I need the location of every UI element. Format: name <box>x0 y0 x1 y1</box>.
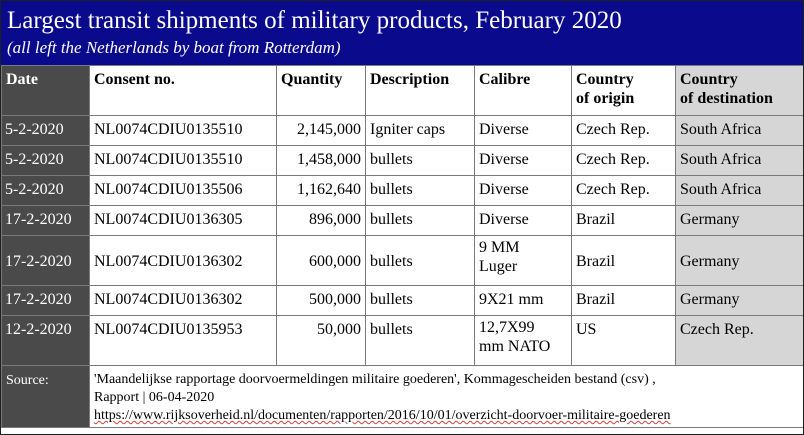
cell-description: bullets <box>365 285 475 316</box>
cell-description: bullets <box>365 315 475 366</box>
source-line1: 'Maandelijkse rapportage doorvoermelding… <box>94 372 656 387</box>
cell-calibre: Diverse <box>474 115 572 146</box>
cell-destination: South Africa <box>675 145 803 176</box>
table-row: 5-2-2020 NL0074CDIU0135510 2,145,000 Ign… <box>1 115 803 146</box>
cell-description: Igniter caps <box>365 115 475 146</box>
cell-quantity: 600,000 <box>276 235 366 286</box>
source-label: Source: <box>1 365 90 428</box>
cell-destination: South Africa <box>675 175 803 206</box>
cell-origin: Czech Rep. <box>571 175 676 206</box>
cell-calibre: Diverse <box>474 205 572 236</box>
source-row: Source: 'Maandelijkse rapportage doorvoe… <box>1 365 803 428</box>
source-link[interactable]: https://www.rijksoverheid.nl/documenten/… <box>94 408 671 423</box>
table-row: 12-2-2020 NL0074CDIU0135953 50,000 bulle… <box>1 315 803 366</box>
cell-quantity: 50,000 <box>276 315 366 366</box>
table-row: 5-2-2020 NL0074CDIU0135506 1,162,640 bul… <box>1 175 803 206</box>
cell-destination: Germany <box>675 235 803 286</box>
source-line2: Rapport | 06-04-2020 <box>94 390 215 405</box>
column-header-consent: Consent no. <box>89 65 277 116</box>
cell-origin: Brazil <box>571 235 676 286</box>
cell-calibre: 12,7X99 mm NATO <box>474 315 572 366</box>
cell-date: 12-2-2020 <box>1 315 90 366</box>
cell-origin: Czech Rep. <box>571 115 676 146</box>
cell-origin: Brazil <box>571 285 676 316</box>
cell-consent: NL0074CDIU0136305 <box>89 205 277 236</box>
column-header-destination-line2: of destination <box>680 90 773 107</box>
cell-quantity: 1,162,640 <box>276 175 366 206</box>
cell-description: bullets <box>365 145 475 176</box>
column-header-description: Description <box>365 65 475 116</box>
column-header-origin: Country of origin <box>571 65 676 116</box>
column-header-origin-line2: of origin <box>576 90 635 107</box>
cell-origin: US <box>571 315 676 366</box>
cell-destination: Czech Rep. <box>675 315 803 366</box>
cell-description: bullets <box>365 235 475 286</box>
page-subtitle: (all left the Netherlands by boat from R… <box>7 38 341 57</box>
cell-calibre-line1: 9 MM <box>479 239 520 256</box>
cell-consent: NL0074CDIU0136302 <box>89 235 277 286</box>
cell-destination: Germany <box>675 205 803 236</box>
table-row: 17-2-2020 NL0074CDIU0136305 896,000 bull… <box>1 205 803 236</box>
column-header-destination-line1: Country <box>680 71 738 88</box>
column-header-date: Date <box>1 65 90 116</box>
column-header-quantity: Quantity <box>276 65 366 116</box>
page-title: Largest transit shipments of military pr… <box>7 7 622 34</box>
cell-date: 5-2-2020 <box>1 115 90 146</box>
cell-consent: NL0074CDIU0135953 <box>89 315 277 366</box>
header-banner: Largest transit shipments of military pr… <box>1 1 803 65</box>
cell-date: 17-2-2020 <box>1 285 90 316</box>
cell-date: 5-2-2020 <box>1 145 90 176</box>
cell-quantity: 896,000 <box>276 205 366 236</box>
cell-calibre-line2: mm NATO <box>479 338 551 355</box>
table-row: 17-2-2020 NL0074CDIU0136302 600,000 bull… <box>1 235 803 286</box>
cell-origin: Brazil <box>571 205 676 236</box>
column-header-calibre: Calibre <box>474 65 572 116</box>
table-header-row: Date Consent no. Quantity Description Ca… <box>1 65 803 116</box>
cell-consent: NL0074CDIU0136302 <box>89 285 277 316</box>
cell-destination: Germany <box>675 285 803 316</box>
cell-date: 17-2-2020 <box>1 235 90 286</box>
cell-description: bullets <box>365 205 475 236</box>
cell-quantity: 2,145,000 <box>276 115 366 146</box>
shipments-table: Date Consent no. Quantity Description Ca… <box>1 65 803 428</box>
cell-calibre: 9X21 mm <box>474 285 572 316</box>
column-header-origin-line1: Country <box>576 71 634 88</box>
table-row: 5-2-2020 NL0074CDIU0135510 1,458,000 bul… <box>1 145 803 176</box>
cell-date: 5-2-2020 <box>1 175 90 206</box>
cell-consent: NL0074CDIU0135510 <box>89 115 277 146</box>
cell-origin: Czech Rep. <box>571 145 676 176</box>
cell-destination: South Africa <box>675 115 803 146</box>
source-text: 'Maandelijkse rapportage doorvoermelding… <box>89 365 803 428</box>
cell-quantity: 1,458,000 <box>276 145 366 176</box>
cell-calibre: Diverse <box>474 145 572 176</box>
cell-calibre-line2: Luger <box>479 258 518 275</box>
cell-quantity: 500,000 <box>276 285 366 316</box>
cell-calibre: Diverse <box>474 175 572 206</box>
cell-consent: NL0074CDIU0135510 <box>89 145 277 176</box>
cell-calibre: 9 MM Luger <box>474 235 572 286</box>
cell-consent: NL0074CDIU0135506 <box>89 175 277 206</box>
cell-date: 17-2-2020 <box>1 205 90 236</box>
cell-description: bullets <box>365 175 475 206</box>
table-row: 17-2-2020 NL0074CDIU0136302 500,000 bull… <box>1 285 803 316</box>
cell-calibre-line1: 12,7X99 <box>479 319 535 336</box>
column-header-destination: Country of destination <box>675 65 803 116</box>
